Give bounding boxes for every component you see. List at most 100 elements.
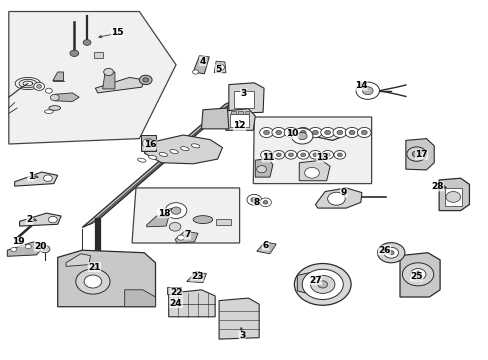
Circle shape — [321, 150, 333, 159]
Circle shape — [348, 130, 354, 135]
Text: 27: 27 — [308, 276, 321, 284]
Circle shape — [355, 82, 379, 99]
Circle shape — [310, 275, 334, 293]
Polygon shape — [7, 242, 45, 256]
Circle shape — [191, 275, 199, 281]
Ellipse shape — [49, 106, 61, 111]
Polygon shape — [66, 254, 90, 266]
Text: 28: 28 — [430, 182, 443, 191]
Text: 28: 28 — [430, 182, 443, 191]
Circle shape — [264, 153, 268, 157]
Text: 11: 11 — [262, 153, 274, 162]
Text: 8: 8 — [253, 198, 259, 207]
Polygon shape — [53, 72, 63, 81]
Circle shape — [327, 192, 345, 205]
Polygon shape — [438, 178, 468, 211]
Text: 10: 10 — [285, 129, 298, 138]
Text: 20: 20 — [34, 242, 47, 251]
Circle shape — [84, 275, 102, 288]
Text: 26: 26 — [377, 246, 390, 255]
Circle shape — [445, 192, 460, 202]
Circle shape — [284, 127, 297, 138]
Circle shape — [362, 87, 372, 95]
Polygon shape — [144, 135, 222, 164]
Text: 3: 3 — [240, 89, 246, 98]
Circle shape — [43, 175, 52, 181]
Text: 8: 8 — [253, 198, 259, 207]
Polygon shape — [399, 253, 439, 297]
Circle shape — [246, 194, 261, 205]
Text: 14: 14 — [354, 81, 366, 90]
Polygon shape — [315, 188, 361, 208]
Circle shape — [145, 141, 150, 145]
Text: 17: 17 — [414, 150, 427, 159]
Text: 1: 1 — [28, 172, 34, 181]
Text: 12: 12 — [233, 122, 245, 130]
Polygon shape — [141, 135, 155, 151]
Circle shape — [215, 64, 224, 71]
Polygon shape — [20, 213, 61, 226]
Bar — [229, 114, 249, 127]
Circle shape — [409, 269, 425, 280]
Circle shape — [333, 150, 345, 159]
Circle shape — [256, 166, 266, 173]
Text: 1: 1 — [28, 172, 34, 181]
Circle shape — [34, 82, 44, 90]
Circle shape — [336, 130, 342, 135]
Circle shape — [317, 281, 327, 288]
Circle shape — [169, 222, 181, 231]
Circle shape — [259, 127, 273, 138]
Ellipse shape — [159, 152, 167, 157]
Circle shape — [312, 153, 317, 157]
Bar — [233, 91, 254, 108]
Circle shape — [285, 150, 296, 159]
Bar — [444, 188, 461, 206]
Circle shape — [304, 167, 319, 178]
Circle shape — [383, 247, 398, 258]
Circle shape — [402, 263, 433, 286]
Text: 11: 11 — [262, 153, 274, 162]
Circle shape — [263, 201, 267, 204]
Circle shape — [332, 127, 346, 138]
Circle shape — [165, 203, 186, 219]
Text: 15: 15 — [111, 28, 123, 37]
Text: 2: 2 — [26, 215, 32, 224]
Text: 16: 16 — [143, 140, 156, 149]
Polygon shape — [297, 270, 322, 296]
Circle shape — [83, 40, 91, 45]
Ellipse shape — [191, 144, 200, 148]
Text: 25: 25 — [409, 272, 422, 281]
Ellipse shape — [148, 155, 157, 159]
Circle shape — [76, 269, 110, 294]
Polygon shape — [15, 172, 58, 186]
Circle shape — [345, 127, 358, 138]
Circle shape — [142, 78, 148, 82]
Text: 13: 13 — [316, 153, 328, 162]
Text: 12: 12 — [233, 122, 245, 130]
Circle shape — [411, 151, 420, 157]
Circle shape — [25, 244, 31, 249]
Text: 24: 24 — [169, 299, 182, 307]
Bar — [167, 287, 181, 294]
Circle shape — [45, 88, 52, 93]
Circle shape — [294, 264, 350, 305]
Circle shape — [192, 70, 198, 74]
Circle shape — [287, 130, 293, 135]
Ellipse shape — [180, 147, 189, 151]
Bar — [94, 52, 102, 58]
Text: 16: 16 — [143, 140, 156, 149]
Ellipse shape — [137, 158, 146, 162]
Text: 3: 3 — [239, 331, 244, 340]
Polygon shape — [228, 83, 264, 113]
Circle shape — [324, 130, 330, 135]
Polygon shape — [214, 61, 225, 73]
Polygon shape — [132, 188, 239, 243]
Text: 3: 3 — [239, 331, 244, 340]
Polygon shape — [405, 139, 433, 170]
Polygon shape — [89, 100, 235, 225]
Circle shape — [302, 269, 343, 300]
Polygon shape — [299, 160, 329, 181]
Bar — [216, 219, 230, 225]
Circle shape — [50, 94, 59, 101]
Text: 7: 7 — [183, 230, 190, 239]
